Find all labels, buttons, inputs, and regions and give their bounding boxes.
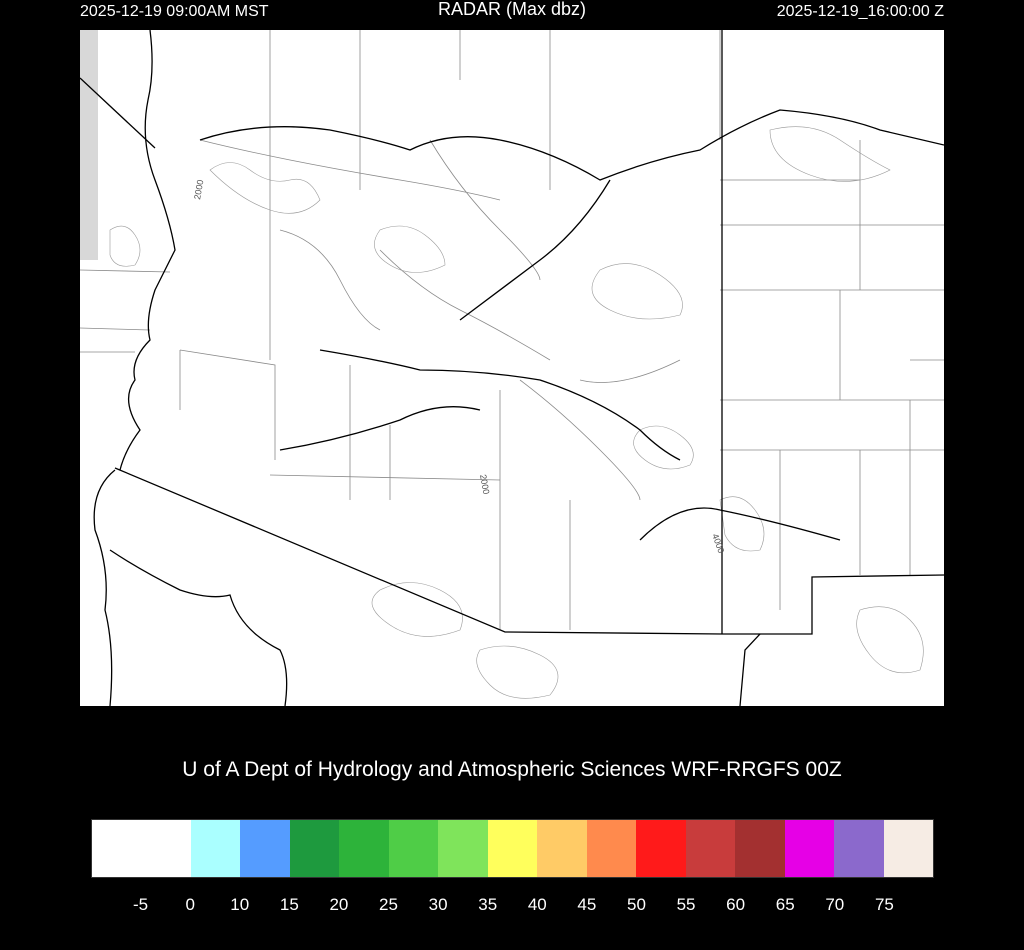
colorbar-swatch	[834, 820, 884, 877]
colorbar-tick-label: 30	[428, 895, 448, 914]
colorbar-tick-label: 10	[230, 895, 250, 914]
colorbar-swatch	[339, 820, 389, 877]
colorbar-tick-label: 45	[577, 895, 597, 914]
colorbar-swatch	[784, 820, 835, 877]
colorbar-swatch	[883, 820, 933, 877]
nodata-strip	[80, 30, 98, 260]
county-lines	[79, 30, 944, 630]
colorado-river	[119, 29, 176, 471]
colorbar-tick-label: 60	[726, 895, 746, 914]
colorbar-tick-label: 25	[379, 895, 398, 914]
contour-label: 2000	[478, 474, 491, 495]
map-title: RADAR (Max dbz)	[437, 0, 587, 19]
colorbar-swatch	[240, 820, 290, 877]
colorbar-tick-label: 20	[329, 895, 349, 914]
map-canvas: 2000 2000 4000	[79, 29, 945, 707]
coastline	[93, 469, 761, 707]
colorbar-swatch	[92, 820, 191, 877]
colorbar-swatch	[289, 820, 340, 877]
colorbar-swatch	[487, 820, 538, 877]
salt-river	[279, 179, 841, 541]
colorbar-swatch	[685, 820, 736, 877]
nevada-border	[79, 77, 156, 149]
colorbar-tick-label: 50	[627, 895, 646, 914]
mexico-border	[114, 30, 945, 635]
contour-label: 4000	[710, 532, 726, 554]
local-time-label: 2025-12-19 09:00AM MST	[80, 3, 269, 20]
grand-canyon	[199, 109, 945, 181]
colorbar-tick-label: 65	[775, 895, 795, 914]
terrain-contours	[109, 126, 924, 699]
colorbar-tick-label: 55	[676, 895, 696, 914]
boundaries	[79, 29, 945, 707]
colorbar-tick-label: -5	[133, 895, 149, 914]
colorbar-swatch	[438, 820, 488, 877]
utc-time-label: 2025-12-19_16:00:00 Z	[776, 3, 944, 20]
colorbar-tick-label: 0	[185, 895, 195, 914]
colorbar-swatch	[388, 820, 439, 877]
colorbar-swatch	[586, 820, 637, 877]
colorbar-tick-label: 40	[527, 895, 547, 914]
colorbar-swatch	[537, 820, 587, 877]
colorbar-tick-label: 15	[279, 895, 299, 914]
colorbar-swatch	[735, 820, 785, 877]
colorbar-tick-label: 70	[825, 895, 845, 914]
colorbar-swatch	[636, 820, 686, 877]
radar-map: 2000 2000 4000	[79, 29, 945, 707]
contour-label: 2000	[192, 179, 205, 200]
colorbar-swatch	[190, 820, 241, 877]
colorbar	[91, 819, 934, 878]
colorbar-tick-label: 75	[874, 895, 894, 914]
colorbar-tick-label: 35	[478, 895, 498, 914]
credit-text: U of A Dept of Hydrology and Atmospheric…	[182, 758, 842, 781]
colorbar-ticks: -5 0 10 15 20 25 30 35 40 45 50 55 60 65 70 75	[0, 895, 1024, 917]
